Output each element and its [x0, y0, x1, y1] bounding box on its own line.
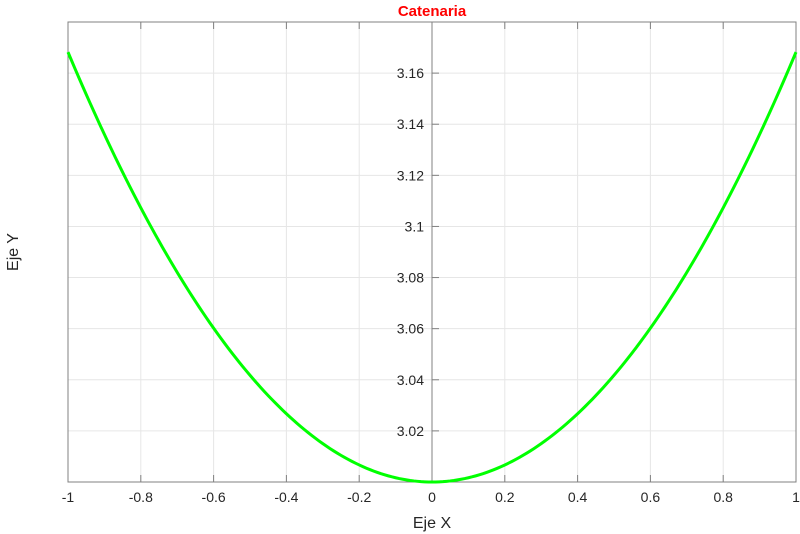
y-tick-label: 3.04 [397, 372, 424, 388]
x-tick-label: 0.2 [495, 489, 515, 505]
y-tick-label: 3.08 [397, 270, 424, 286]
y-tick-label: 3.14 [397, 116, 424, 132]
x-tick-label: -0.2 [347, 489, 371, 505]
y-tick-label: 3.1 [405, 218, 425, 234]
x-tick-label: -0.4 [274, 489, 298, 505]
catenary-line [66, 51, 798, 484]
x-axis-label: Eje X [413, 515, 452, 532]
x-axis: -1 -0.8 -0.6 -0.4 -0.2 0 0.2 0.4 0.6 0.8 1 [62, 22, 800, 505]
x-tick-label: -0.6 [202, 489, 226, 505]
x-tick-label: 1 [792, 489, 800, 505]
x-tick-label: 0 [428, 489, 436, 505]
x-tick-label: -1 [62, 489, 75, 505]
x-tick-label: 0.6 [641, 489, 661, 505]
y-axis: 3.02 3.04 3.06 3.08 3.1 3.12 3.14 3.16 [397, 22, 439, 482]
x-tick-label: 0.4 [568, 489, 588, 505]
y-tick-label: 3.16 [397, 65, 424, 81]
x-tick-label: 0.8 [713, 489, 733, 505]
y-tick-label: 3.06 [397, 321, 424, 337]
y-tick-label: 3.02 [397, 423, 424, 439]
chart-title: Catenaria [398, 3, 467, 20]
y-axis-label: Eje Y [5, 233, 22, 271]
x-tick-label: -0.8 [129, 489, 153, 505]
y-tick-label: 3.12 [397, 167, 424, 183]
